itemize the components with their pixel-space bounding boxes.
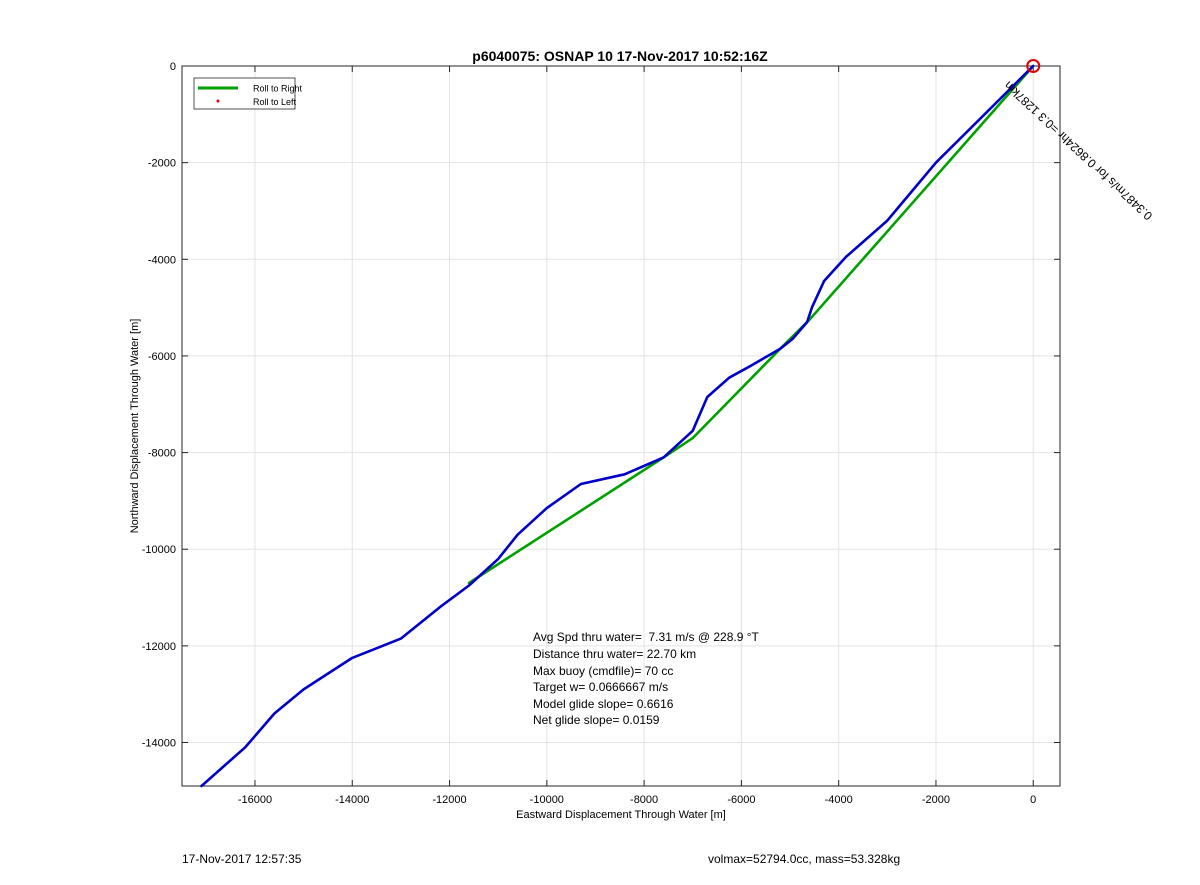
- y-tick-label: -10000: [142, 544, 176, 556]
- series-line-roll-to-right: [467, 64, 1035, 585]
- legend-box: [193, 77, 296, 110]
- stat-net-glide-slope: Net glide slope= 0.0159: [533, 713, 660, 727]
- x-tick-label: -2000: [922, 794, 950, 806]
- x-tick-label: -14000: [335, 794, 369, 806]
- legend-label-roll-left: Roll to Left: [253, 97, 297, 107]
- axis-ticks: -16000 -14000 -12000 -10000 -8000 -6000 -4000 -…: [142, 61, 1060, 806]
- chart-title: p6040075: OSNAP 10 17-Nov-2017 10:52:16Z: [472, 48, 768, 64]
- plot-area-frame: [181, 65, 1061, 787]
- x-tick-label: -10000: [530, 794, 564, 806]
- y-tick-label: 0: [170, 61, 176, 73]
- annotations: 0.3487m/s for 0.8624hr =0.3 1287km: [1001, 59, 1155, 223]
- y-tick-label: -4000: [148, 254, 176, 266]
- x-tick-label: -4000: [825, 794, 853, 806]
- legend-label-roll-right: Roll to Right: [253, 84, 303, 94]
- stat-model-glide-slope: Model glide slope= 0.6616: [533, 697, 674, 711]
- y-tick-label: -2000: [148, 158, 176, 170]
- y-tick-label: -12000: [142, 641, 176, 653]
- footer-timestamp: 17-Nov-2017 12:57:35: [182, 852, 302, 866]
- stat-max-buoy: Max buoy (cmdfile)= 70 cc: [533, 664, 673, 678]
- x-tick-label: -12000: [432, 794, 466, 806]
- series-lines: [200, 64, 1035, 788]
- y-tick-label: -6000: [148, 351, 176, 363]
- footer-volume-mass: volmax=52794.0cc, mass=53.328kg: [708, 852, 901, 866]
- stat-target-w: Target w= 0.0666667 m/s: [533, 680, 668, 694]
- series-line-track: [200, 64, 1035, 788]
- x-axis-label: Eastward Displacement Through Water [m]: [516, 809, 726, 821]
- rotated-leg-annotation: 0.3487m/s for 0.8624hr =0.3 1287km: [1001, 78, 1155, 223]
- x-tick-label: -16000: [238, 794, 272, 806]
- x-tick-label: 0: [1030, 794, 1036, 806]
- legend-swatch-roll-left: [216, 99, 220, 103]
- stat-distance: Distance thru water= 22.70 km: [533, 647, 696, 661]
- x-tick-label: -6000: [727, 794, 755, 806]
- y-axis-label: Northward Displacement Through Water [m]: [129, 319, 141, 534]
- x-tick-label: -8000: [630, 794, 658, 806]
- grid: [182, 65, 1060, 786]
- stat-avg-speed: Avg Spd thru water= 7.31 m/s @ 228.9 °T: [533, 630, 760, 644]
- start-marker: [1026, 59, 1041, 73]
- y-tick-label: -14000: [142, 738, 176, 750]
- y-tick-label: -8000: [148, 448, 176, 460]
- stats-block: Avg Spd thru water= 7.31 m/s @ 228.9 °T …: [533, 630, 760, 727]
- legend: Roll to Right Roll to Left: [193, 77, 303, 110]
